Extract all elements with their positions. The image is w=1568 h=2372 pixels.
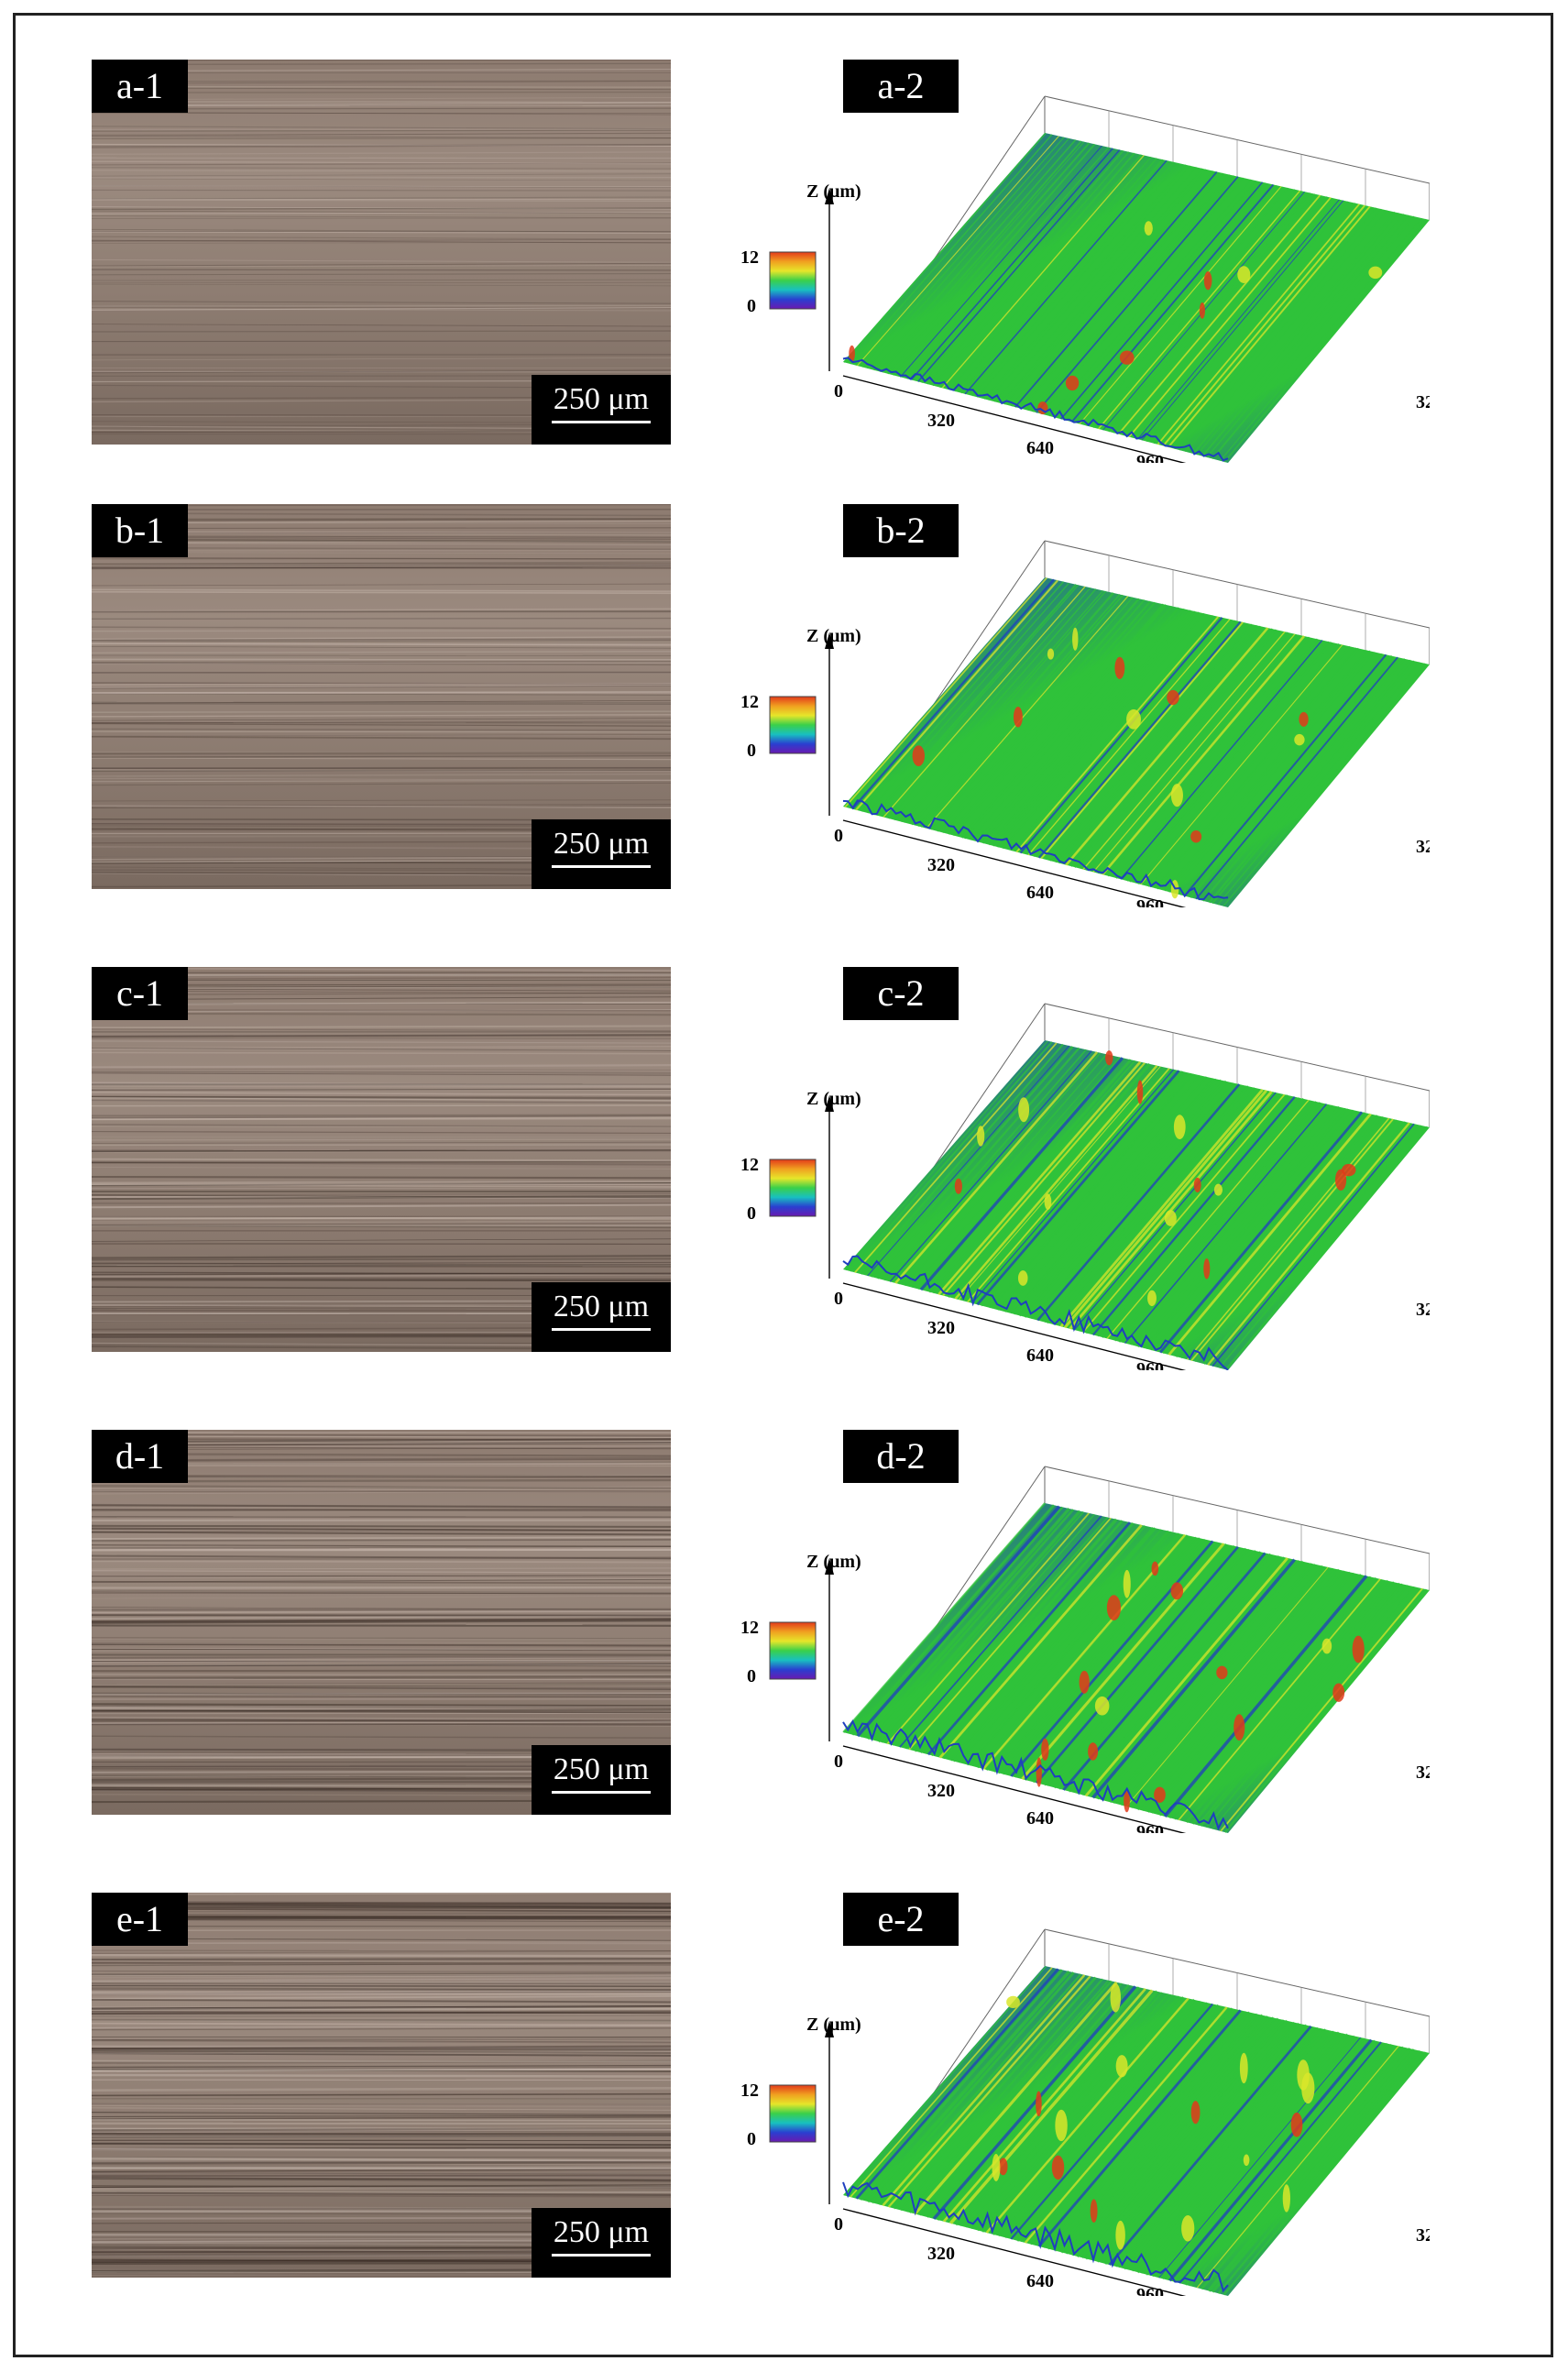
profile-label: e-2: [843, 1893, 959, 1946]
panel-row: 250 μma-1Z (μm)12003206409601281X (μm)12…: [0, 60, 1568, 463]
scale-bar: 250 μm: [532, 2208, 671, 2278]
micrograph-image: 250 μm: [92, 967, 671, 1352]
scale-bar: 250 μm: [532, 1282, 671, 1352]
x-tick-0: 0: [834, 826, 843, 846]
colorbar-tick-0: 0: [747, 1203, 756, 1224]
colorbar-tick-0: 0: [747, 2129, 756, 2149]
x-tick-0: 0: [834, 1289, 843, 1309]
y-tick-321: 321: [1416, 1300, 1430, 1320]
x-tick-320: 320: [927, 411, 955, 431]
x-tick-640: 640: [1026, 1345, 1054, 1366]
z-axis-label: Z (μm): [806, 1552, 861, 1572]
colorbar-tick-0: 0: [747, 1666, 756, 1686]
scale-bar: 250 μm: [532, 375, 671, 445]
y-tick-321: 321: [1416, 392, 1430, 412]
scale-bar-label: 250 μm: [553, 382, 650, 416]
surface-profile-3d: Z (μm)12003206409601281X (μm)12612859646…: [740, 1003, 1430, 1370]
profile-label: c-2: [843, 967, 959, 1020]
surface-profile-3d: Z (μm)12003206409601281X (μm)12612859646…: [740, 1466, 1430, 1833]
scale-bar-label: 250 μm: [553, 1752, 650, 1786]
micrograph-label: d-1: [92, 1430, 188, 1483]
scale-bar: 250 μm: [532, 819, 671, 889]
x-tick-320: 320: [927, 1318, 955, 1338]
panel-row: 250 μmc-1Z (μm)12003206409601281X (μm)12…: [0, 967, 1568, 1370]
micrograph-label: b-1: [92, 504, 188, 557]
micrograph-image: 250 μm: [92, 504, 671, 889]
scale-bar-label: 250 μm: [553, 827, 650, 861]
micrograph-image: 250 μm: [92, 1430, 671, 1815]
micrograph-image: 250 μm: [92, 60, 671, 445]
x-tick-960: 960: [1136, 1359, 1164, 1370]
profile-label: b-2: [843, 504, 959, 557]
profile-label: a-2: [843, 60, 959, 113]
colorbar-tick-12: 12: [740, 1618, 759, 1638]
panel-row: 250 μmb-1Z (μm)12003206409601281X (μm)12…: [0, 504, 1568, 907]
x-tick-960: 960: [1136, 1822, 1164, 1833]
y-tick-321: 321: [1416, 837, 1430, 857]
surface-profile-3d: Z (μm)12003206409601281X (μm)12612859646…: [740, 1928, 1430, 2296]
y-tick-321: 321: [1416, 1763, 1430, 1783]
colorbar-tick-0: 0: [747, 296, 756, 316]
panel-row: 250 μmd-1Z (μm)12003206409601281X (μm)12…: [0, 1430, 1568, 1833]
colorbar-tick-12: 12: [740, 247, 759, 268]
scale-bar: 250 μm: [532, 1745, 671, 1815]
z-axis-label: Z (μm): [806, 2015, 861, 2035]
micrograph-label: e-1: [92, 1893, 188, 1946]
x-tick-320: 320: [927, 2244, 955, 2264]
z-axis-label: Z (μm): [806, 626, 861, 646]
colorbar-tick-0: 0: [747, 741, 756, 761]
micrograph-label: a-1: [92, 60, 188, 113]
surface-profile-3d: Z (μm)12003206409601281X (μm)12612859646…: [740, 540, 1430, 907]
x-tick-320: 320: [927, 1781, 955, 1801]
x-tick-960: 960: [1136, 896, 1164, 907]
micrograph-label: c-1: [92, 967, 188, 1020]
profile-label: d-2: [843, 1430, 959, 1483]
micrograph-image: 250 μm: [92, 1893, 671, 2278]
colorbar-tick-12: 12: [740, 2081, 759, 2101]
x-tick-960: 960: [1136, 452, 1164, 463]
colorbar-tick-12: 12: [740, 692, 759, 712]
x-tick-640: 640: [1026, 1808, 1054, 1828]
panel-row: 250 μme-1Z (μm)12003206409601281X (μm)12…: [0, 1893, 1568, 2296]
scale-bar-label: 250 μm: [553, 2215, 650, 2249]
colorbar-tick-12: 12: [740, 1155, 759, 1175]
x-tick-0: 0: [834, 381, 843, 401]
figure-frame: [13, 13, 1553, 2357]
y-tick-321: 321: [1416, 2225, 1430, 2246]
x-tick-960: 960: [1136, 2285, 1164, 2296]
x-tick-0: 0: [834, 1752, 843, 1772]
x-tick-0: 0: [834, 2214, 843, 2235]
x-tick-320: 320: [927, 855, 955, 875]
x-tick-640: 640: [1026, 2271, 1054, 2291]
scale-bar-label: 250 μm: [553, 1290, 650, 1323]
x-tick-640: 640: [1026, 438, 1054, 458]
x-tick-640: 640: [1026, 883, 1054, 903]
z-axis-label: Z (μm): [806, 1089, 861, 1109]
z-axis-label: Z (μm): [806, 181, 861, 202]
surface-profile-3d: Z (μm)12003206409601281X (μm)12612859646…: [740, 95, 1430, 463]
